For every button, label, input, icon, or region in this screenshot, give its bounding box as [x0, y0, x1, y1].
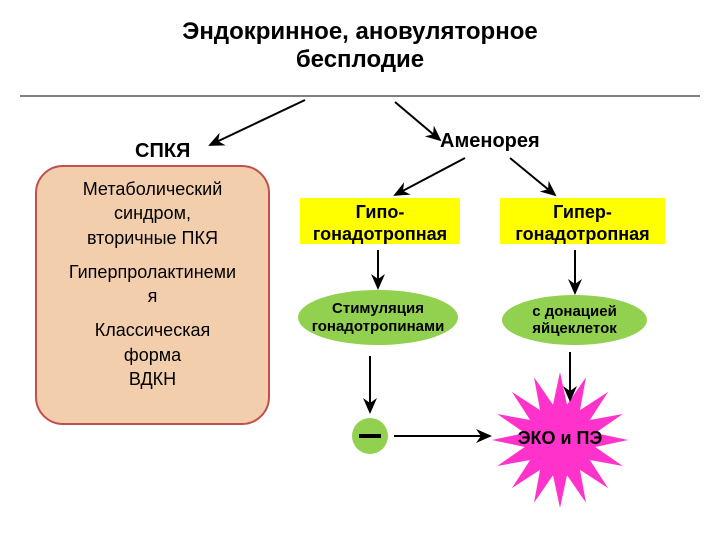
node-spkya-details: Метаболическийсиндром,вторичные ПКЯГипер… [35, 165, 270, 425]
node-donation: с донацией яйцеклеток [502, 295, 647, 345]
minus-icon [352, 418, 388, 454]
node-hypergonadotropic: Гипер- гонадотропная [500, 198, 665, 244]
title-line1: Эндокринное, ановуляторное [182, 18, 537, 45]
node-hypogonadotropic: Гипо- гонадотропная [300, 198, 460, 244]
minus-dash [359, 434, 381, 438]
node-ivf-label: ЭКО и ПЭ [500, 428, 620, 449]
title-line2: бесплодие [296, 46, 424, 73]
node-stimulation: Стимуляция гонадотропинами [298, 290, 458, 345]
page-title: Эндокринное, ановуляторное бесплодие [150, 18, 570, 74]
label-amenorrhea: Аменорея [440, 130, 540, 153]
label-spkya: СПКЯ [135, 140, 190, 163]
divider [20, 95, 700, 97]
